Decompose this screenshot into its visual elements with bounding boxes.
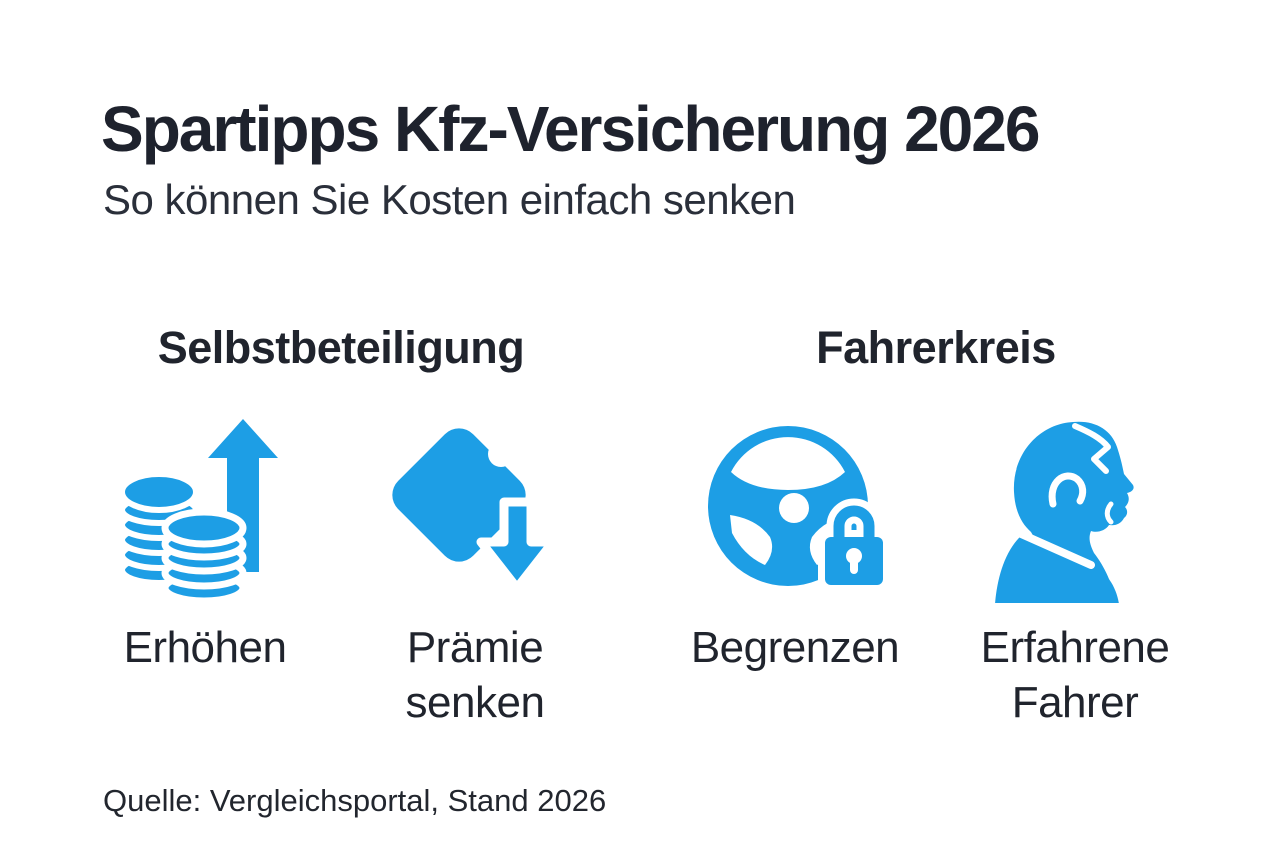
item-label-begrenzen: Begrenzen — [690, 623, 900, 672]
steering-wheel-lock-icon — [705, 418, 885, 603]
item-label-erhoehen: Erhöhen — [123, 623, 287, 672]
price-tag-arrow-down-icon — [385, 418, 565, 603]
section-heading-fahrerkreis: Fahrerkreis — [816, 322, 1056, 373]
section-heading-selbstbeteiligung: Selbstbeteiligung — [157, 322, 525, 373]
item-label-praemie-senken: Prämie senken — [405, 623, 545, 728]
source-note: Quelle: Vergleichsportal, Stand 2026 — [103, 783, 607, 818]
page-title: Spartipps Kfz-Versicherung 2026 — [101, 93, 1040, 165]
coins-arrow-up-icon — [115, 418, 295, 603]
page-subtitle: So können Sie Kosten einfach senken — [103, 176, 796, 223]
item-label-erfahrene-fahrer: Erfahrene Fahrer — [980, 623, 1170, 728]
senior-driver-profile-icon — [985, 418, 1165, 603]
